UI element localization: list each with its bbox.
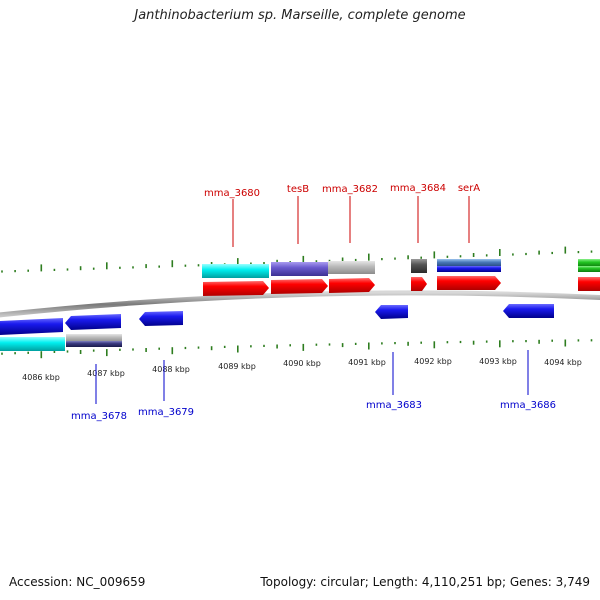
gene-sera-arrow[interactable] [437, 276, 501, 290]
feature-track-inner [0, 334, 122, 351]
tick-label-4086: 4086 kbp [22, 373, 60, 382]
feature-darkgray-3684[interactable] [411, 259, 427, 273]
map-title: Janthinobacterium sp. Marseille, complet… [134, 8, 466, 23]
tick-row-bottom [1, 339, 593, 359]
forward-cds-track [203, 276, 600, 296]
tick-label-4092: 4092 kbp [414, 357, 452, 366]
gene-mma-3680-arrow[interactable] [203, 281, 269, 296]
gene-mma-3683-arrow[interactable] [375, 305, 408, 319]
tick-label-4091: 4091 kbp [348, 358, 386, 367]
feature-cyan-3680[interactable] [202, 264, 269, 278]
label-mma-3678[interactable]: mma_3678 [71, 411, 127, 422]
gene-mma-3686-arrow[interactable] [503, 304, 554, 318]
gene-edge-red-arrow[interactable] [578, 277, 600, 291]
label-sera[interactable]: serA [458, 183, 480, 194]
gene-mma-3678-arrow[interactable] [65, 314, 121, 330]
gene-left-blue-arrow[interactable] [0, 318, 63, 335]
gene-labels-top: mma_3680 tesB mma_3682 mma_3684 serA [204, 183, 480, 247]
label-mma-3680[interactable]: mma_3680 [204, 188, 260, 199]
tick-label-4089: 4089 kbp [218, 362, 256, 371]
tick-label-4087: 4087 kbp [87, 369, 125, 378]
label-mma-3684[interactable]: mma_3684 [390, 183, 446, 194]
feature-purple-tesb[interactable] [271, 262, 328, 276]
feature-gray-3678[interactable] [66, 334, 122, 342]
label-mma-3682[interactable]: mma_3682 [322, 184, 378, 195]
feature-steelblue-sera[interactable] [437, 259, 501, 267]
gene-mma-3679-arrow[interactable] [139, 311, 183, 326]
tick-label-4094: 4094 kbp [544, 358, 582, 367]
tick-label-4090: 4090 kbp [283, 359, 321, 368]
genome-backbone [0, 290, 600, 318]
feature-green-edge-strip[interactable] [578, 266, 600, 272]
feature-track-outer [202, 259, 600, 278]
accession-text: Accession: NC_009659 [9, 575, 146, 589]
gene-labels-bottom: mma_3678 mma_3679 mma_3683 mma_3686 [71, 350, 556, 422]
feature-blue-sera-strip[interactable] [437, 266, 501, 272]
label-mma-3683[interactable]: mma_3683 [366, 400, 422, 411]
label-tesb[interactable]: tesB [287, 184, 309, 195]
label-mma-3679[interactable]: mma_3679 [138, 407, 194, 418]
gene-mma-3682-arrow[interactable] [329, 278, 375, 293]
feature-cyan-left[interactable] [0, 337, 65, 351]
gene-mma-3684-arrow[interactable] [411, 277, 427, 291]
tick-label-4093: 4093 kbp [479, 357, 517, 366]
feature-gray-3682[interactable] [328, 261, 375, 274]
feature-navy-3678[interactable] [66, 341, 122, 347]
gene-tesb-arrow[interactable] [271, 279, 328, 294]
axis-tick-labels: 4086 kbp 4087 kbp 4088 kbp 4089 kbp 4090… [22, 357, 582, 382]
tick-label-4088: 4088 kbp [152, 365, 190, 374]
feature-green-edge[interactable] [578, 259, 600, 267]
reverse-cds-track [0, 304, 554, 335]
label-mma-3686[interactable]: mma_3686 [500, 400, 556, 411]
genome-summary-text: Topology: circular; Length: 4,110,251 bp… [260, 575, 590, 589]
